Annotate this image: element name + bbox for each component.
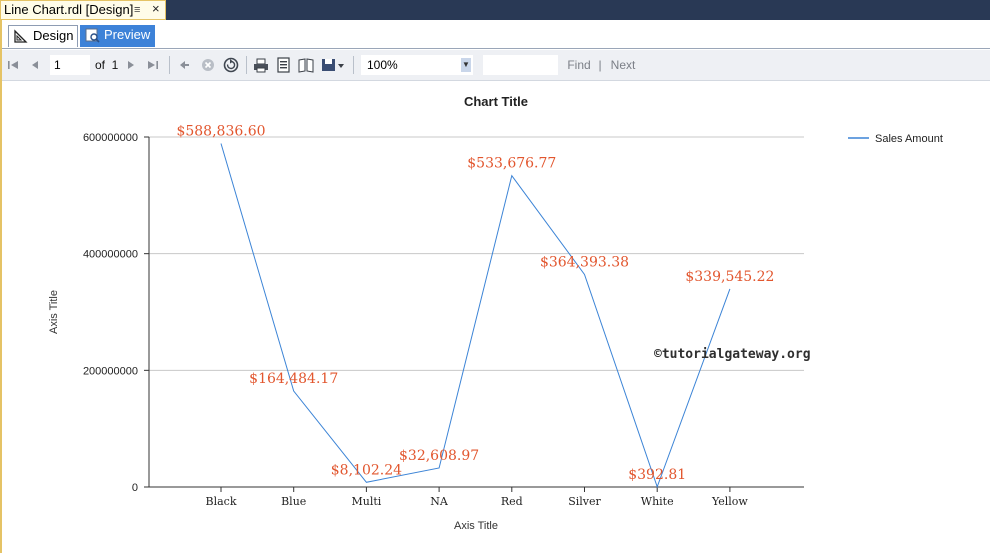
zoom-select[interactable]: 100% ▼ xyxy=(361,55,473,75)
y-tick-labels: 0 200000000 400000000 600000000 xyxy=(83,132,149,494)
toolbar-separator xyxy=(353,56,354,74)
last-page-icon[interactable] xyxy=(146,55,160,75)
print-icon[interactable] xyxy=(252,55,270,75)
refresh-icon[interactable] xyxy=(222,55,240,75)
print-layout-icon[interactable] xyxy=(275,55,291,75)
x-tick-label: Yellow xyxy=(711,495,748,508)
next-button[interactable]: Next xyxy=(610,58,636,72)
data-label: $364,393.38 xyxy=(540,254,629,270)
chart-axes xyxy=(148,137,804,488)
document-tab-strip xyxy=(0,0,990,22)
line-chart: Chart Title 0 200000000 400000000 600000000… xyxy=(48,94,943,532)
x-tick-label: Blue xyxy=(281,495,306,508)
of-label: of xyxy=(94,58,105,72)
next-page-icon[interactable] xyxy=(124,55,138,75)
find-input[interactable] xyxy=(483,55,558,75)
y-axis-title: Axis Title xyxy=(48,290,60,334)
first-page-icon[interactable] xyxy=(6,55,20,75)
toolbar-separator xyxy=(246,56,247,74)
y-tick-label: 200000000 xyxy=(83,365,138,377)
view-tab-bar: Design Preview xyxy=(2,22,990,49)
data-label: $339,545.22 xyxy=(685,269,774,285)
x-tick-label: NA xyxy=(430,495,449,508)
find-separator: | xyxy=(598,58,602,72)
zoom-value: 100% xyxy=(367,58,398,72)
watermark-text: ©tutorialgateway.org xyxy=(654,347,811,362)
close-icon[interactable]: × xyxy=(152,1,160,16)
tab-design[interactable]: Design xyxy=(8,25,78,47)
legend-label: Sales Amount xyxy=(875,133,943,145)
data-label: $588,836.60 xyxy=(176,124,265,140)
data-label: $32,608.97 xyxy=(399,448,479,464)
total-pages: 1 xyxy=(111,58,119,72)
x-tick-labels: Black Blue Multi NA Red Silver White Yellow xyxy=(206,487,748,508)
page-number-input[interactable] xyxy=(50,55,90,75)
x-tick-label: Red xyxy=(501,495,523,508)
document-tab[interactable]: Line Chart.rdl [Design] ≡ × xyxy=(0,0,166,20)
data-label: $8,102.24 xyxy=(331,462,402,478)
data-label: $392.81 xyxy=(628,467,686,483)
x-tick-label: White xyxy=(641,495,674,508)
x-axis-title: Axis Title xyxy=(454,520,498,532)
find-button[interactable]: Find xyxy=(567,58,591,72)
y-tick-label: 400000000 xyxy=(83,249,138,261)
y-tick-label: 0 xyxy=(132,482,138,494)
chevron-down-icon[interactable]: ▼ xyxy=(461,58,471,72)
page-setup-icon[interactable] xyxy=(297,55,315,75)
x-tick-label: Silver xyxy=(568,495,601,508)
tab-design-label: Design xyxy=(33,28,74,43)
data-label: $533,676.77 xyxy=(467,156,556,172)
x-tick-label: Multi xyxy=(351,495,381,508)
tab-preview-label: Preview xyxy=(104,27,151,42)
data-labels: $588,836.60 $164,484.17 $8,102.24$32,608.9… xyxy=(176,124,774,483)
stop-icon[interactable] xyxy=(200,55,216,75)
chart-legend: Sales Amount xyxy=(848,133,943,145)
chart-gridlines xyxy=(149,136,804,371)
tab-preview[interactable]: Preview xyxy=(80,25,155,47)
data-label: $164,484.17 xyxy=(249,371,338,387)
back-icon[interactable] xyxy=(176,55,192,75)
document-tab-title: Line Chart.rdl [Design] xyxy=(4,2,134,17)
toolbar-separator xyxy=(169,56,170,74)
series-lines xyxy=(220,143,731,489)
pin-icon[interactable]: ≡ xyxy=(134,4,141,16)
report-toolbar: of 1 100% ▼ Find | Next xyxy=(2,50,990,81)
design-icon xyxy=(14,29,28,43)
previous-page-icon[interactable] xyxy=(28,55,42,75)
preview-icon xyxy=(85,28,100,43)
x-tick-label: Black xyxy=(206,495,237,508)
y-tick-label: 600000000 xyxy=(83,132,138,144)
export-icon[interactable] xyxy=(320,55,346,75)
chart-title: Chart Title xyxy=(464,94,528,109)
series-line-sales-amount xyxy=(220,143,731,489)
report-canvas: Chart Title 0 200000000 400000000 600000000… xyxy=(2,81,990,553)
